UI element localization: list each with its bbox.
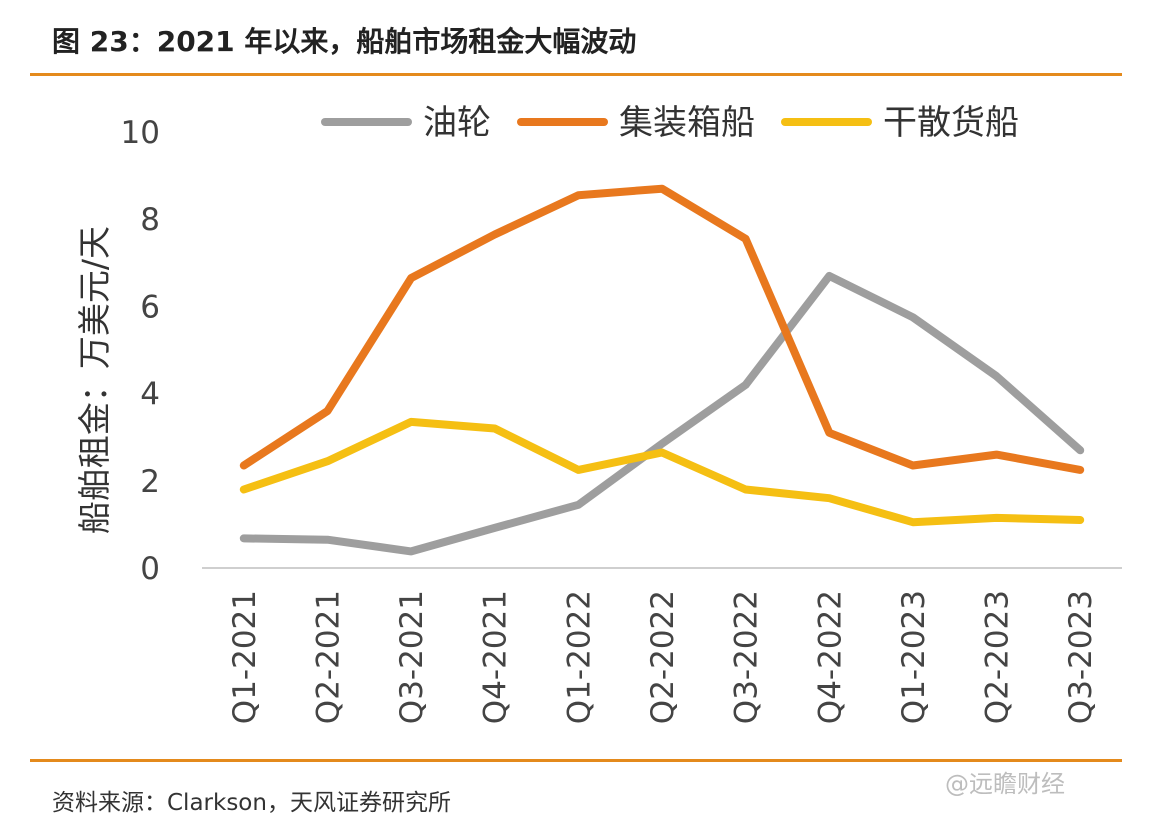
figure-title: 图 23：2021 年以来，船舶市场租金大幅波动 xyxy=(52,25,637,58)
y-tick-label: 2 xyxy=(140,464,160,500)
y-axis-ticks: 0 2 4 6 8 10 xyxy=(121,115,160,587)
legend: 油轮 集装箱船 干散货船 xyxy=(321,103,1019,143)
x-tick-label: Q2-2021 xyxy=(310,590,346,724)
x-tick-label: Q3-2022 xyxy=(729,590,765,724)
title-divider xyxy=(30,73,1122,76)
x-tick-label: Q2-2023 xyxy=(980,590,1016,724)
x-tick-label: Q1-2021 xyxy=(227,590,263,724)
series-line xyxy=(239,184,1085,474)
y-tick-label: 4 xyxy=(140,377,160,413)
legend-label: 油轮 xyxy=(423,103,491,143)
y-axis-label: 船舶租金：万美元/天 xyxy=(75,226,114,534)
y-tick-label: 8 xyxy=(140,202,160,238)
series-lines xyxy=(239,184,1085,556)
x-tick-label: Q1-2022 xyxy=(561,590,597,724)
y-tick-label: 6 xyxy=(140,289,160,325)
legend-label: 集装箱船 xyxy=(619,103,755,143)
x-tick-label: Q4-2022 xyxy=(812,590,848,724)
x-tick-label: Q2-2022 xyxy=(645,590,681,724)
x-axis-ticks: Q1-2021 Q2-2021 Q3-2021 Q4-2021 Q1-2022 Q2-20… xyxy=(227,590,1099,724)
x-tick-label: Q3-2021 xyxy=(394,590,430,724)
x-tick-label: Q1-2023 xyxy=(896,590,932,724)
watermark: @远瞻财经 xyxy=(945,770,1065,798)
y-tick-label: 10 xyxy=(121,115,160,151)
x-tick-label: Q4-2021 xyxy=(478,590,514,724)
legend-label: 干散货船 xyxy=(883,103,1019,143)
source-note: 资料来源：Clarkson，天风证券研究所 xyxy=(52,790,451,816)
series-line xyxy=(239,271,1085,556)
x-tick-label: Q3-2023 xyxy=(1063,590,1099,724)
series-line xyxy=(239,417,1085,527)
source-divider xyxy=(30,759,1122,762)
y-tick-label: 0 xyxy=(140,551,160,587)
